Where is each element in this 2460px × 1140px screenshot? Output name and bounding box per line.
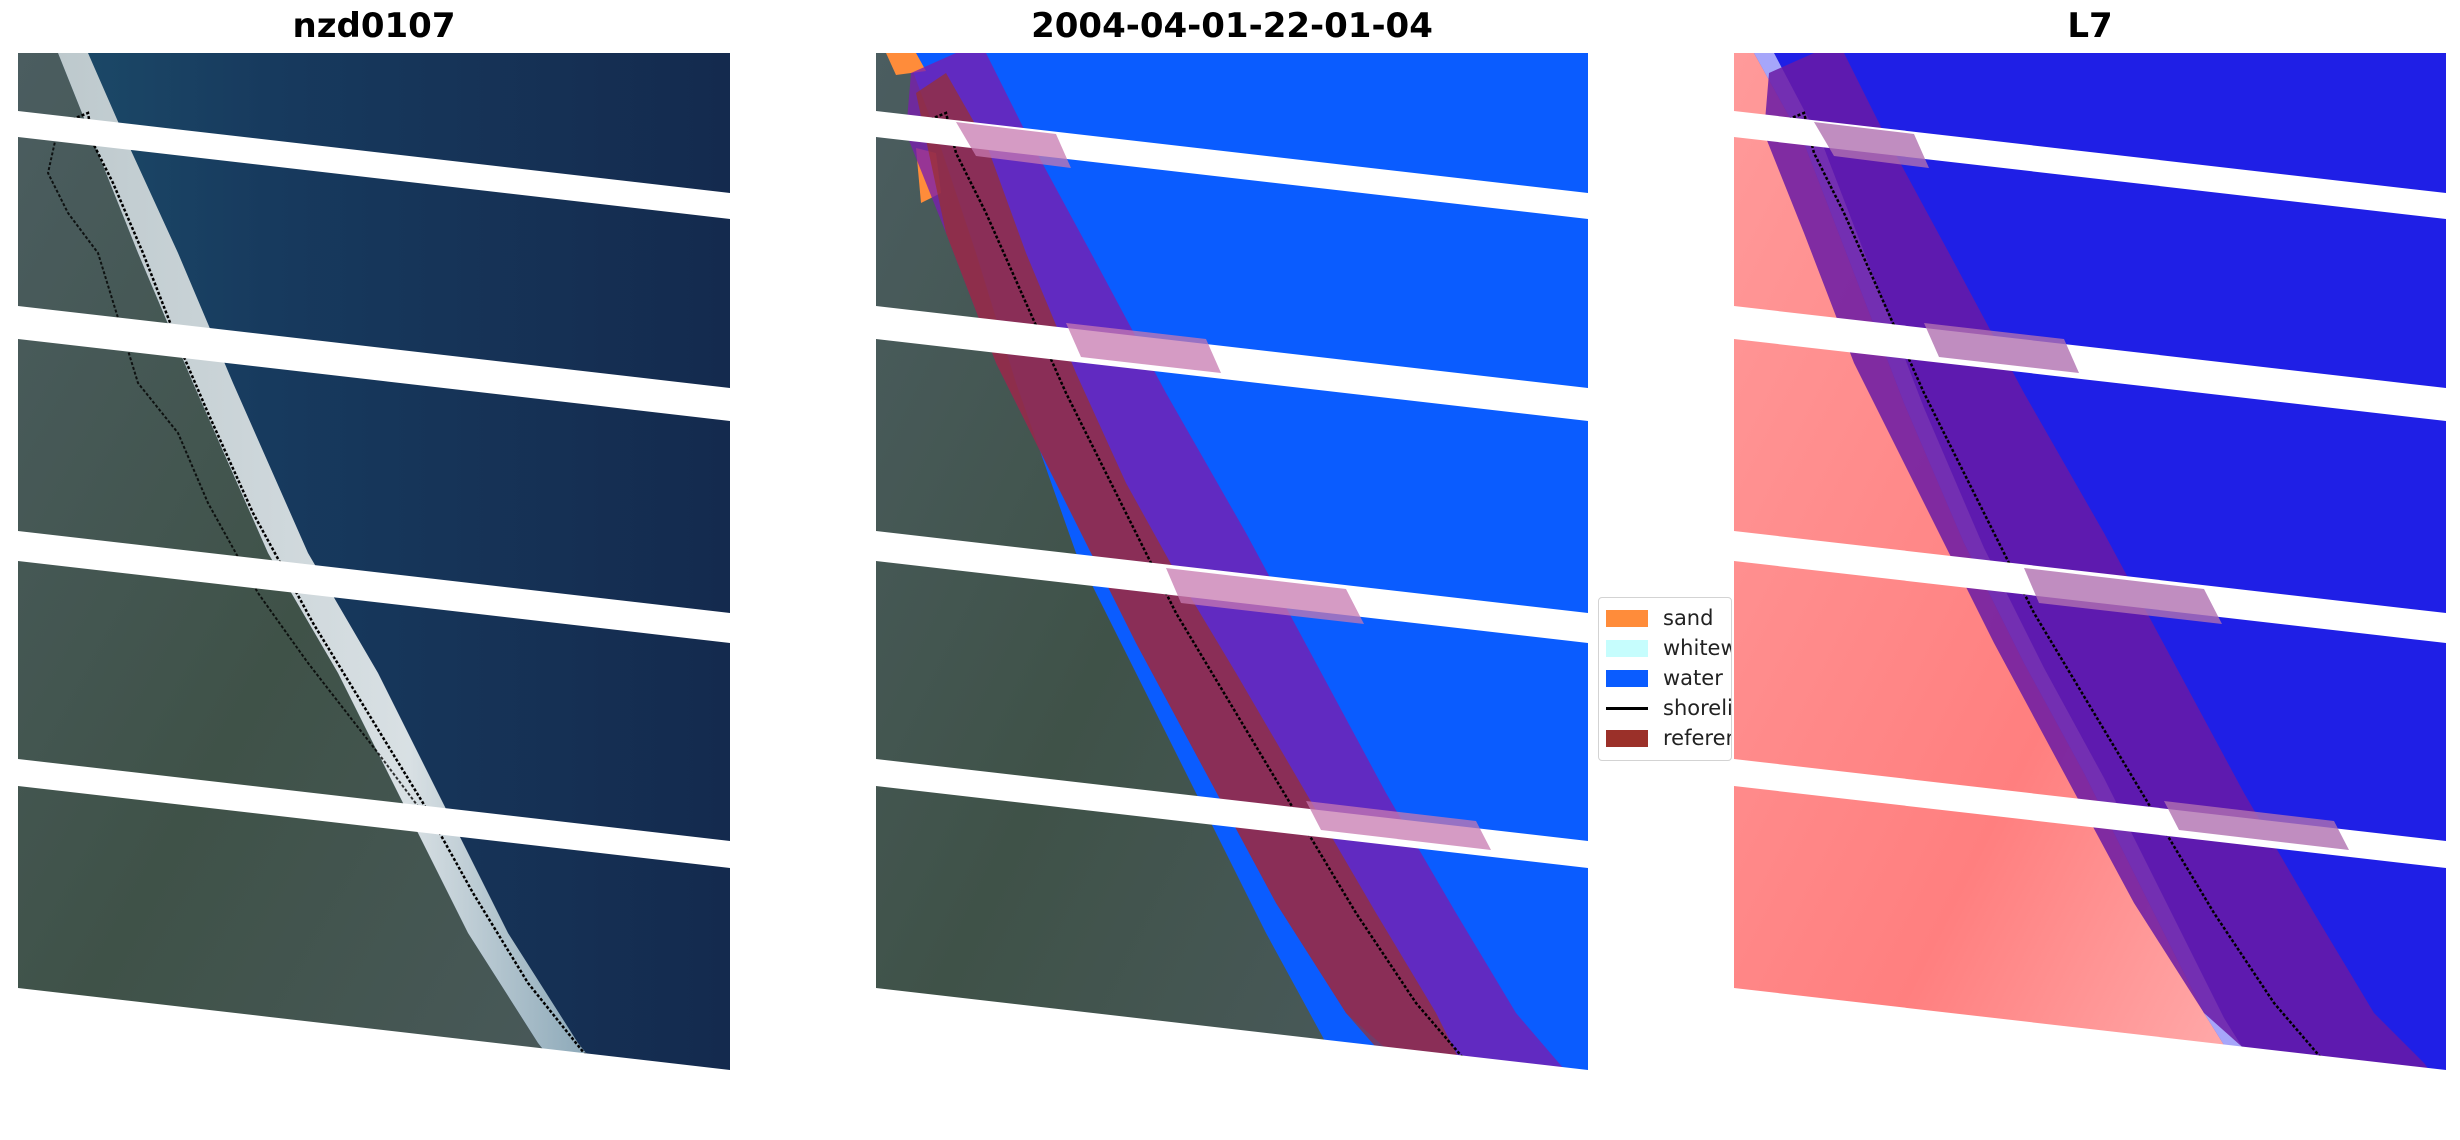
rgb-satellite-image [18,53,730,1125]
legend-swatch-water [1606,669,1648,687]
land [876,53,1396,1125]
legend-item-water: water [1606,664,1723,692]
scanline-gaps [18,111,730,1125]
legend-label: water [1663,666,1723,690]
legend-item-sand: sand [1606,604,1713,632]
panel-title-rgb: nzd0107 [292,6,456,46]
panel-title-classified: 2004-04-01-22-01-04 [1031,6,1433,46]
legend-swatch-reference-buffer [1606,729,1648,747]
classified-image-panel [876,53,1588,1125]
detected-shoreline [1778,111,2434,1100]
legend-label: sand [1663,606,1714,630]
rgb-image-panel [18,53,730,1125]
index-image [1734,53,2446,1125]
buffer-over-gaps [956,122,1491,850]
detected-shoreline [920,111,1576,1100]
legend-swatch-sand [1606,609,1648,627]
land [18,53,608,1125]
legend-swatch-whitewater [1606,639,1648,657]
legend-item-reference-buffer: reference shoreline buffer [1606,724,1731,752]
beach-surf [58,53,643,1125]
classified-image [876,53,1588,1125]
sand-class [886,53,926,75]
legend-item-shoreline: shoreline [1606,694,1731,722]
buffer-over-gaps [1814,122,2349,850]
legend-label: shoreline [1663,696,1731,720]
scanline-gaps [876,111,1588,1125]
index-image-panel [1734,53,2446,1125]
legend-line-shoreline [1606,706,1648,710]
detected-shoreline-inner [46,127,439,834]
legend-label: reference shoreline buffer [1663,726,1731,750]
panel-title-index: L7 [2067,6,2113,46]
